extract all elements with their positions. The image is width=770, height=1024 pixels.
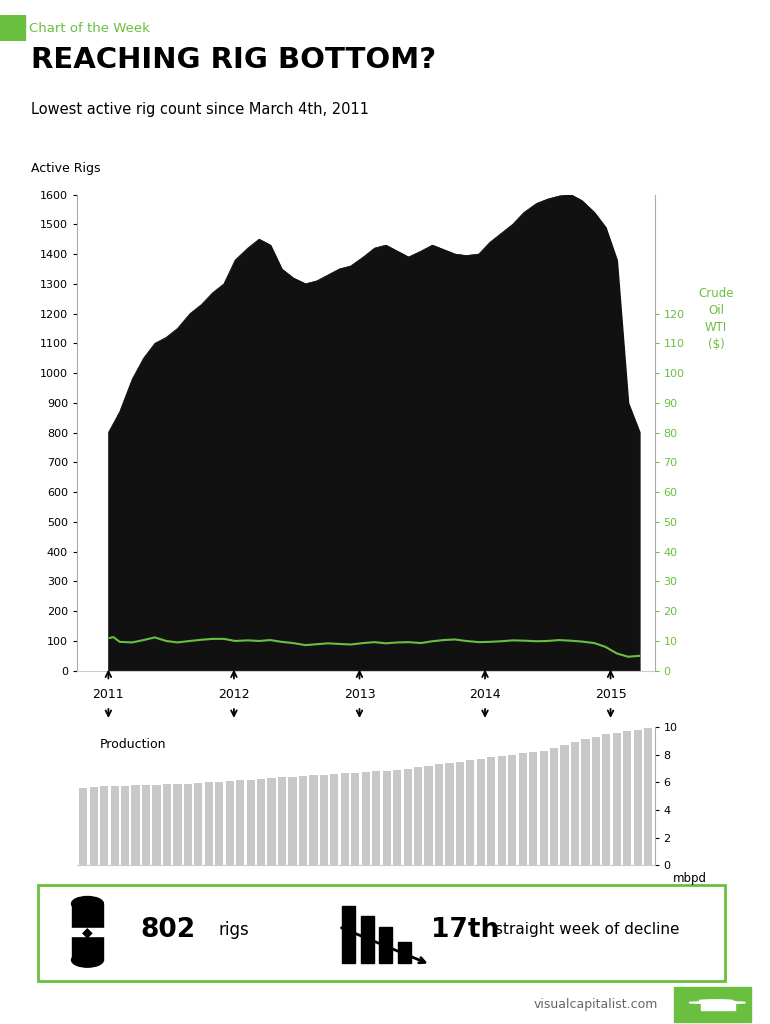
Bar	[111, 786, 119, 865]
Text: 2011: 2011	[92, 688, 124, 701]
Text: REACHING RIG BOTTOM?: REACHING RIG BOTTOM?	[31, 46, 436, 74]
Text: rigs: rigs	[219, 921, 249, 939]
Circle shape	[718, 1001, 745, 1004]
Circle shape	[689, 1001, 717, 1004]
Bar	[380, 927, 392, 963]
Bar	[278, 777, 286, 865]
Bar	[194, 783, 203, 865]
Bar	[343, 906, 355, 963]
Bar	[393, 770, 401, 865]
Bar	[320, 775, 328, 865]
Bar	[100, 786, 109, 865]
Bar	[0, 15, 25, 41]
Circle shape	[699, 999, 733, 1001]
Text: straight week of decline: straight week of decline	[495, 923, 679, 937]
Bar	[581, 739, 590, 865]
Bar	[89, 787, 98, 865]
Text: Lowest active rig count since March 4th, 2011: Lowest active rig count since March 4th,…	[31, 102, 369, 118]
Bar	[215, 781, 223, 865]
Bar	[701, 1000, 735, 1011]
Text: 802: 802	[141, 916, 196, 943]
FancyBboxPatch shape	[38, 885, 725, 981]
Bar	[561, 745, 568, 865]
Bar	[205, 782, 213, 865]
Text: ◆: ◆	[82, 925, 92, 939]
Text: Active Rigs: Active Rigs	[31, 163, 100, 175]
Bar	[518, 754, 527, 865]
Text: 2014: 2014	[469, 688, 501, 701]
Text: 2012: 2012	[218, 688, 249, 701]
Bar	[163, 784, 171, 865]
Bar	[623, 731, 631, 865]
Text: Crude
Oil
WTI
($): Crude Oil WTI ($)	[698, 287, 734, 350]
Bar	[398, 942, 410, 963]
Text: visualcapitalist.com: visualcapitalist.com	[534, 998, 658, 1011]
Bar	[414, 767, 422, 865]
Bar	[310, 775, 317, 865]
Text: 2013: 2013	[343, 688, 375, 701]
Bar	[299, 776, 307, 865]
Bar	[435, 764, 443, 865]
Bar	[467, 760, 474, 865]
Bar	[613, 732, 621, 865]
Bar	[70, 928, 105, 936]
Ellipse shape	[72, 952, 103, 967]
Bar	[497, 756, 506, 865]
Bar	[79, 787, 87, 865]
Bar	[383, 771, 390, 865]
Bar	[121, 785, 129, 865]
Bar	[257, 779, 265, 865]
Bar	[424, 766, 433, 865]
Bar	[550, 748, 558, 865]
Bar	[487, 758, 495, 865]
Bar	[602, 734, 611, 865]
Ellipse shape	[72, 897, 103, 911]
Bar	[173, 784, 182, 865]
Bar	[289, 777, 296, 865]
Bar	[152, 784, 161, 865]
Bar	[236, 780, 244, 865]
Text: mbpd: mbpd	[673, 872, 707, 886]
Bar	[445, 763, 454, 865]
Bar	[477, 759, 485, 865]
Bar	[592, 736, 600, 865]
Bar	[330, 774, 339, 865]
Circle shape	[68, 929, 107, 935]
Bar	[246, 779, 255, 865]
Bar	[644, 728, 652, 865]
Bar	[529, 752, 537, 865]
Bar	[403, 768, 412, 865]
Bar	[571, 742, 579, 865]
Bar	[341, 773, 349, 865]
Bar	[508, 755, 517, 865]
Bar	[372, 771, 380, 865]
Bar	[142, 785, 150, 865]
Text: Chart of the Week: Chart of the Week	[29, 22, 150, 35]
Bar	[184, 783, 192, 865]
Text: 2015: 2015	[594, 688, 627, 701]
Bar	[634, 730, 642, 865]
Bar	[226, 781, 234, 865]
Text: Production: Production	[100, 738, 166, 751]
Bar	[351, 773, 360, 865]
Bar	[456, 762, 464, 865]
Bar	[674, 987, 751, 1022]
Bar	[362, 772, 370, 865]
Bar	[132, 785, 139, 865]
Text: 17th: 17th	[431, 916, 499, 943]
Bar	[72, 903, 103, 961]
Bar	[540, 751, 547, 865]
Bar	[267, 778, 276, 865]
Bar	[361, 916, 373, 963]
